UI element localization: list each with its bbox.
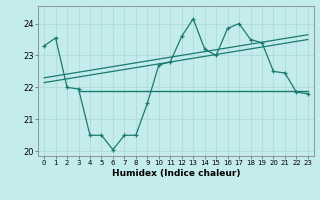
X-axis label: Humidex (Indice chaleur): Humidex (Indice chaleur) <box>112 169 240 178</box>
